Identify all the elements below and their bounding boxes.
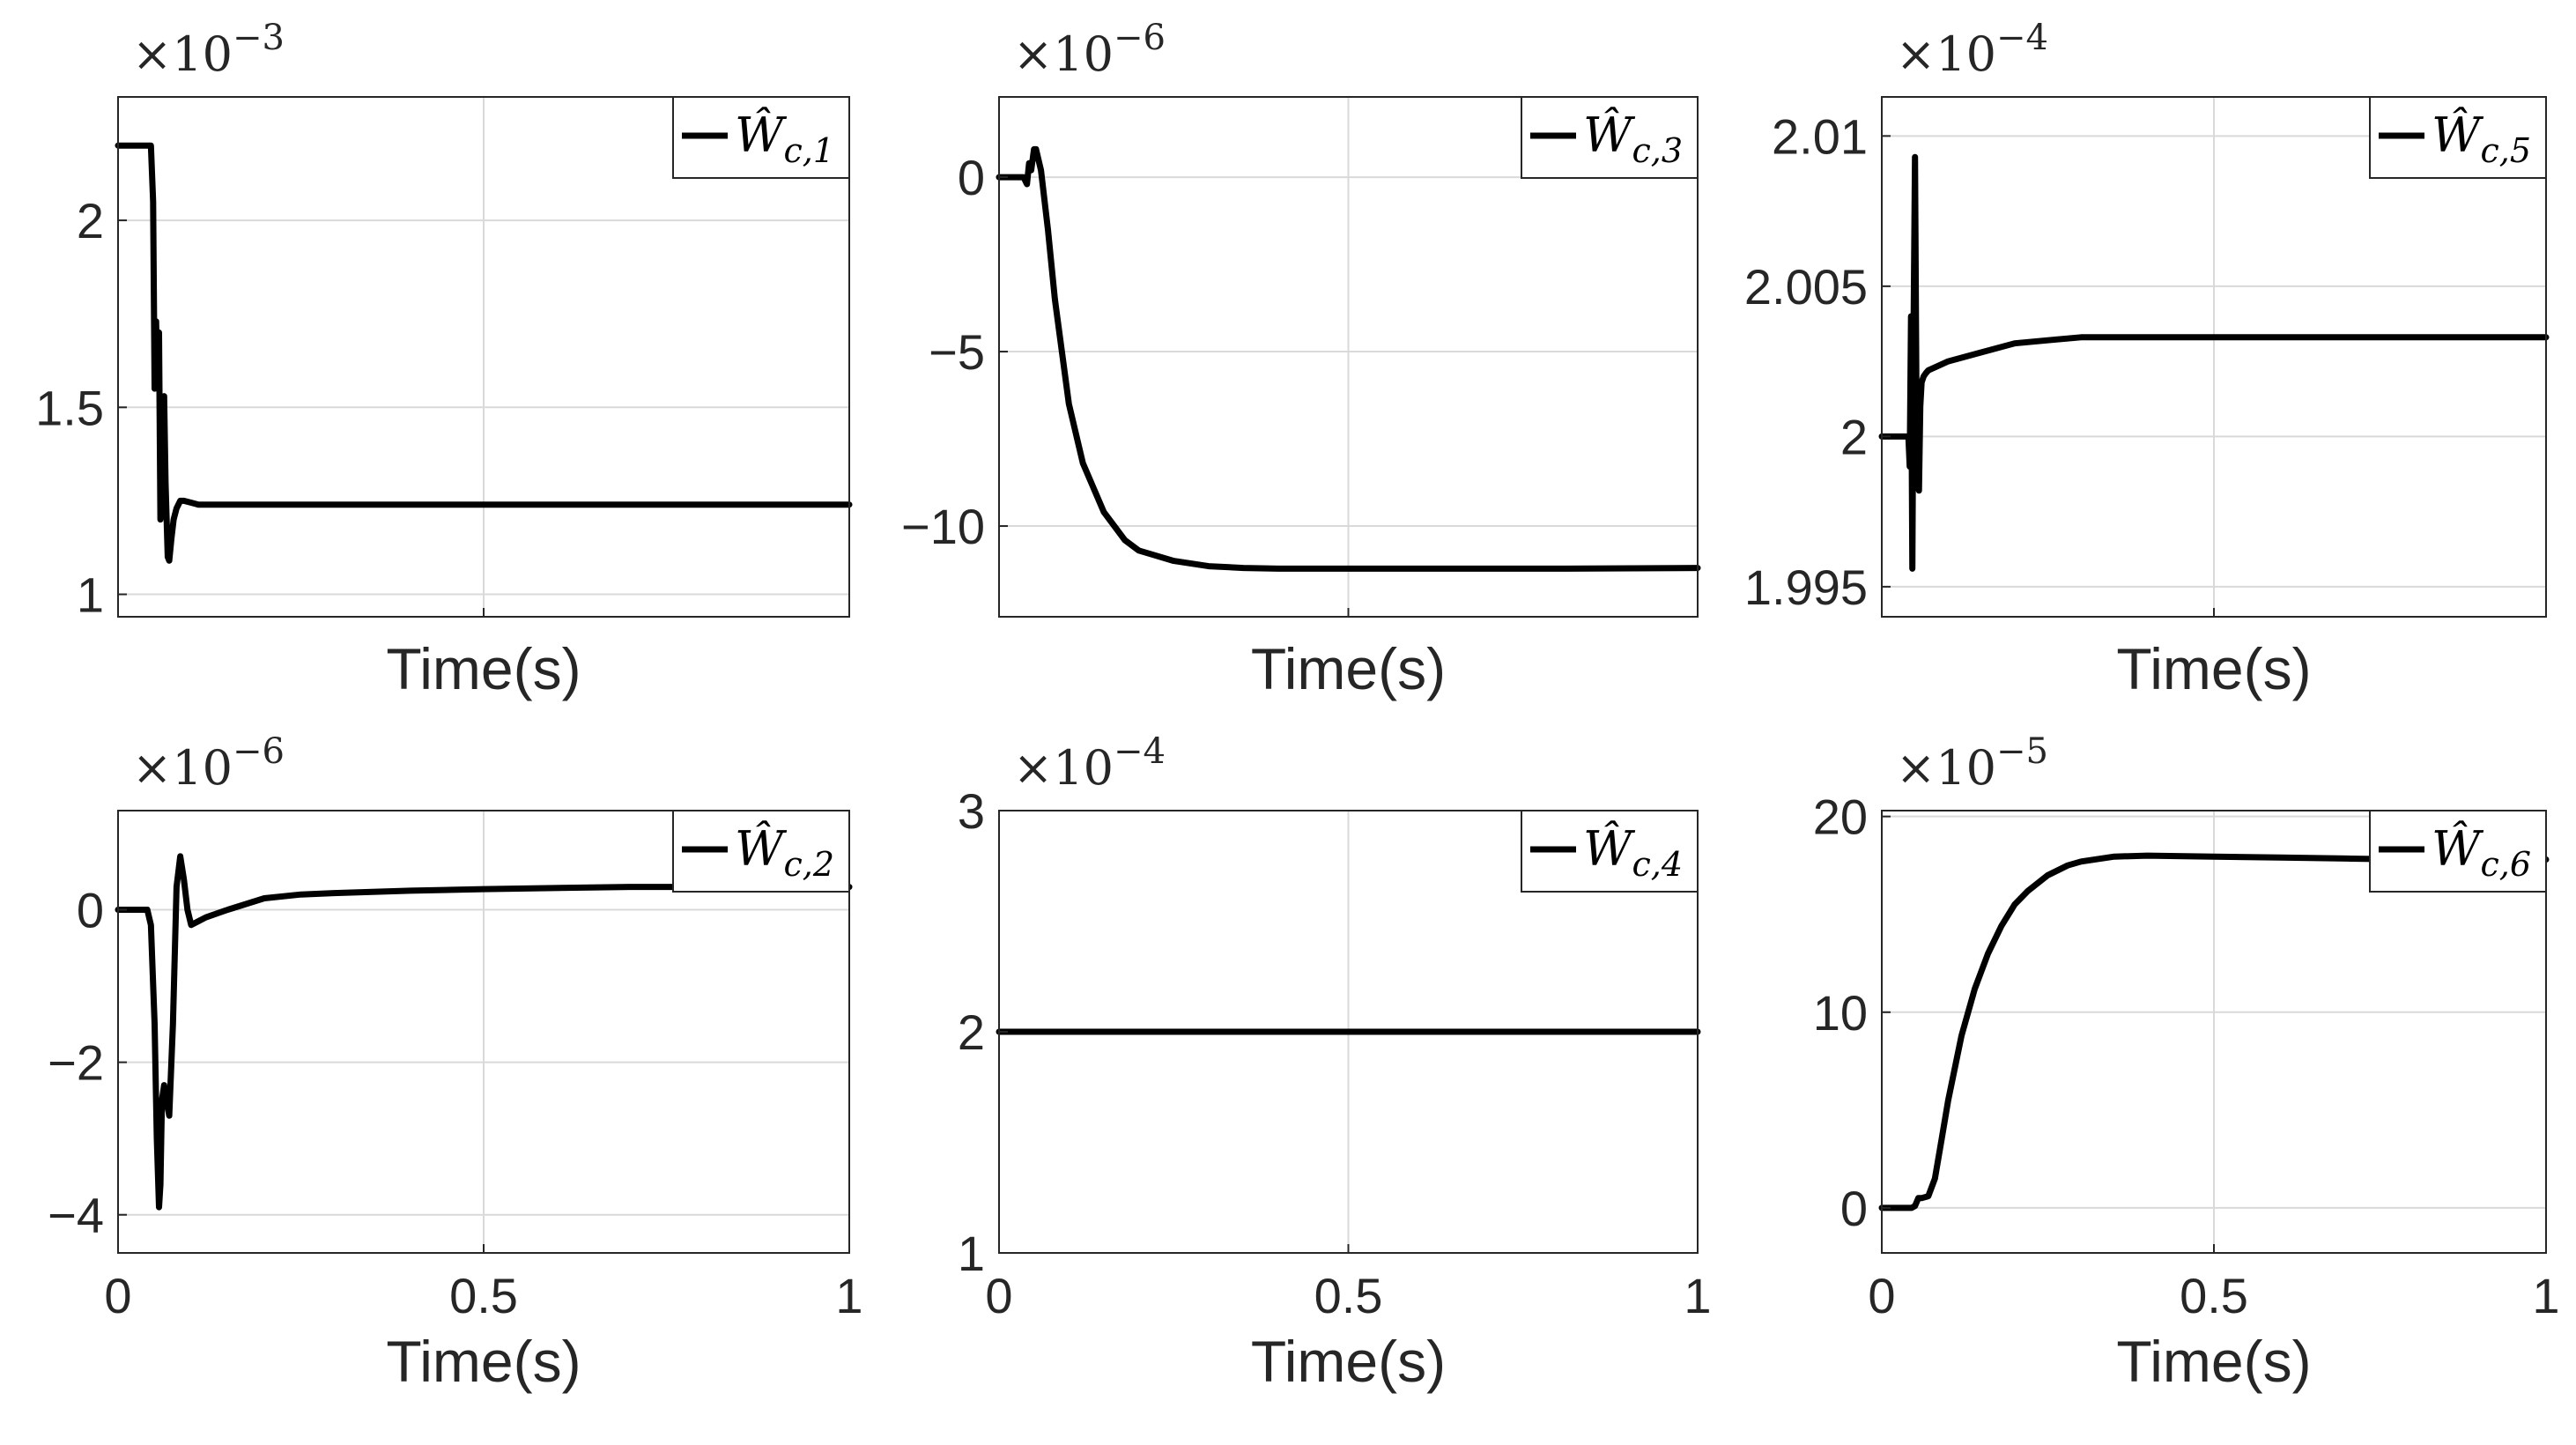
legend-label-subscript: c,2	[784, 845, 835, 884]
legend-label-subscript: c,1	[784, 131, 835, 170]
x-axis-label: Time(s)	[1251, 636, 1446, 701]
y-tick-label: 3	[958, 783, 985, 839]
y-tick-label: 2	[1840, 409, 1868, 464]
x-tick-label: 0	[985, 1268, 1012, 1323]
axis-multiplier: ×10−3	[132, 18, 285, 82]
y-tick-label: 2.005	[1744, 259, 1868, 315]
multiplier-base: ×10	[1013, 26, 1114, 82]
legend: Ŵc,2	[672, 810, 850, 893]
y-tick-label: 2	[958, 1004, 985, 1060]
axis-multiplier: ×10−4	[1896, 18, 2048, 82]
x-axis-label: Time(s)	[2116, 636, 2311, 701]
subplot-wc1: 1 1.5 2 Time(s) ×10−3 Ŵc,1	[35, 18, 853, 701]
x-axis-label: Time(s)	[2116, 1329, 2311, 1394]
x-tick-label: 0.5	[449, 1268, 518, 1323]
y-tick-label: 1	[958, 1226, 985, 1281]
legend: Ŵc,1	[672, 96, 850, 179]
y-tick-label: 1	[77, 567, 104, 623]
legend-label: Ŵc,2	[735, 819, 834, 884]
series-line-wc1	[115, 142, 853, 564]
multiplier-exponent: −5	[1996, 731, 2048, 772]
legend-label-base: Ŵ	[735, 106, 788, 163]
multiplier-exponent: −4	[1114, 731, 1166, 772]
legend-label: Ŵc,3	[1583, 106, 1683, 170]
axis-multiplier: ×10−6	[132, 731, 285, 796]
legend-label-subscript: c,6	[2481, 845, 2532, 884]
subplot-wc6: 0 10 20 0 0.5 1 Time(s) ×10−5 Ŵc,6	[1813, 731, 2560, 1394]
legend: Ŵc,3	[1521, 96, 1699, 179]
legend-label-subscript: c,3	[1632, 131, 1684, 170]
y-tick-label: 20	[1813, 789, 1868, 845]
legend-label: Ŵc,1	[735, 106, 834, 170]
x-tick-label: 0.5	[1314, 1268, 1383, 1323]
multiplier-exponent: −6	[233, 731, 285, 772]
x-tick-label: 1	[835, 1268, 862, 1323]
y-tick-label: 1.5	[35, 380, 104, 435]
legend-label-base: Ŵ	[2432, 106, 2484, 163]
legend: Ŵc,5	[2369, 96, 2547, 179]
subplot-wc2: −4 −2 0 0 0.5 1 Time(s) ×10−6 Ŵc,2	[48, 731, 862, 1394]
x-axis-label: Time(s)	[386, 1329, 581, 1394]
y-tick-label: 1.995	[1744, 559, 1868, 615]
axis-multiplier: ×10−5	[1896, 731, 2048, 796]
series-line-wc6	[1878, 852, 2550, 1212]
legend: Ŵc,4	[1521, 810, 1699, 893]
y-tick-label: 2	[77, 193, 104, 248]
legend-label-base: Ŵ	[735, 819, 788, 877]
x-axis-label: Time(s)	[1251, 1329, 1446, 1394]
multiplier-exponent: −6	[1114, 18, 1166, 58]
multiplier-exponent: −4	[1996, 18, 2048, 58]
subplot-wc3: −10 −5 0 Time(s) ×10−6 Ŵc,3	[901, 18, 1701, 701]
x-tick-label: 1	[2532, 1268, 2559, 1323]
multiplier-exponent: −3	[233, 18, 285, 58]
legend: Ŵc,6	[2369, 810, 2547, 893]
legend-label: Ŵc,6	[2432, 819, 2531, 884]
axis-multiplier: ×10−4	[1013, 731, 1166, 796]
legend-label-subscript: c,5	[2481, 131, 2532, 170]
series-line-wc3	[996, 145, 1701, 572]
y-tick-label: 0	[958, 150, 985, 205]
x-tick-label: 0	[1868, 1268, 1895, 1323]
subplot-wc5: 1.995 2 2.005 2.01 Time(s) ×10−4 Ŵc,5	[1744, 18, 2550, 701]
y-tick-label: −4	[48, 1188, 104, 1243]
legend-label-base: Ŵ	[1583, 106, 1636, 163]
y-tick-label: 0	[1840, 1181, 1868, 1236]
legend-label-base: Ŵ	[2432, 819, 2484, 877]
y-tick-label: −5	[929, 324, 985, 380]
multiplier-base: ×10	[1896, 26, 1996, 82]
series-line-wc2	[115, 853, 853, 1211]
legend-label: Ŵc,4	[1583, 819, 1683, 884]
y-tick-label: −10	[901, 499, 985, 554]
legend-label-subscript: c,4	[1632, 845, 1684, 884]
y-tick-label: 2.01	[1772, 108, 1868, 164]
x-tick-label: 0	[104, 1268, 131, 1323]
y-tick-label: 0	[77, 883, 104, 938]
y-tick-label: 10	[1813, 985, 1868, 1041]
multiplier-base: ×10	[1896, 740, 1996, 796]
y-tick-label: −2	[48, 1035, 104, 1091]
multiplier-base: ×10	[1013, 740, 1114, 796]
series-line-wc5	[1878, 153, 2550, 572]
subplot-wc4: 1 2 3 0 0.5 1 Time(s) ×10−4 Ŵc,4	[958, 731, 1712, 1394]
x-tick-label: 1	[1684, 1268, 1711, 1323]
legend-label-base: Ŵ	[1583, 819, 1636, 877]
x-tick-label: 0.5	[2180, 1268, 2248, 1323]
axis-multiplier: ×10−6	[1013, 18, 1166, 82]
multiplier-base: ×10	[132, 26, 233, 82]
legend-label: Ŵc,5	[2432, 106, 2531, 170]
x-axis-label: Time(s)	[386, 636, 581, 701]
multiplier-base: ×10	[132, 740, 233, 796]
